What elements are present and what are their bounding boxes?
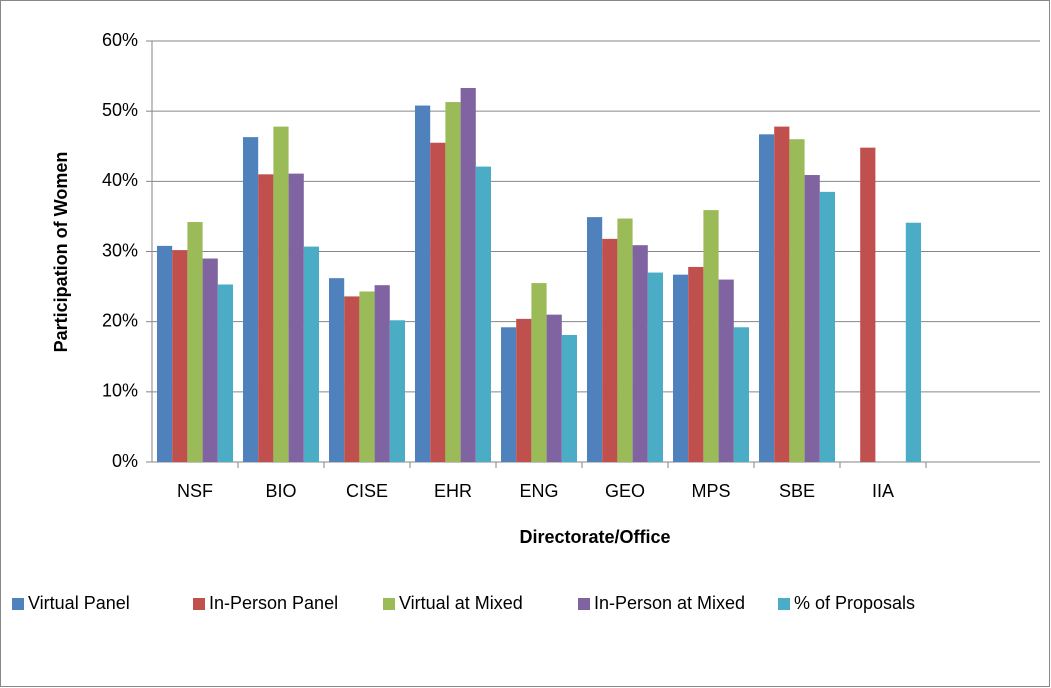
legend-swatch — [12, 598, 24, 610]
bar — [202, 258, 218, 462]
bar — [172, 250, 188, 462]
bar — [157, 245, 173, 462]
y-tick-label: 40% — [102, 170, 138, 190]
bar — [819, 191, 835, 462]
bar — [374, 285, 390, 462]
bar — [187, 222, 203, 462]
x-tick-label: GEO — [605, 481, 645, 501]
y-axis-title: Participation of Women — [51, 152, 71, 353]
x-tick-label: SBE — [779, 481, 815, 501]
bar — [860, 147, 876, 463]
bar — [258, 174, 274, 463]
bar — [329, 278, 345, 462]
y-tick-label: 0% — [112, 451, 138, 471]
bar — [389, 320, 405, 462]
x-tick-label: IIA — [872, 481, 894, 501]
bar — [647, 272, 663, 462]
bar — [344, 296, 360, 462]
bar — [718, 279, 734, 462]
bar — [273, 126, 289, 462]
x-tick-label: EHR — [434, 481, 472, 501]
bar — [460, 88, 476, 463]
bar — [445, 102, 461, 463]
bar — [430, 142, 446, 462]
x-tick-label: BIO — [265, 481, 296, 501]
legend-label: In-Person Panel — [209, 593, 338, 613]
bar — [359, 291, 375, 462]
y-tick-label: 20% — [102, 310, 138, 330]
bar — [546, 314, 562, 462]
bar — [602, 238, 618, 462]
bar — [617, 218, 633, 462]
bar — [217, 284, 233, 462]
bar — [531, 283, 547, 462]
legend-swatch — [578, 598, 590, 610]
bar — [774, 126, 790, 462]
legend: Virtual Panel In-Person Panel Virtual at M… — [12, 593, 915, 613]
bar — [632, 245, 648, 462]
legend-swatch — [193, 598, 205, 610]
legend-label: % of Proposals — [794, 593, 915, 613]
bar — [789, 139, 805, 462]
y-tick-label: 50% — [102, 100, 138, 120]
bar — [243, 137, 259, 462]
bar — [804, 175, 820, 463]
bar — [587, 217, 603, 462]
bar — [673, 274, 689, 462]
x-tick-label: CISE — [346, 481, 388, 501]
y-tick-label: 30% — [102, 240, 138, 260]
x-tick-label: NSF — [177, 481, 213, 501]
legend-label: In-Person at Mixed — [594, 593, 745, 613]
bar — [475, 166, 491, 462]
bar — [303, 246, 319, 462]
y-tick-label: 10% — [102, 381, 138, 401]
x-tick-label: MPS — [691, 481, 730, 501]
x-tick-label: ENG — [519, 481, 558, 501]
legend-swatch — [383, 598, 395, 610]
bar — [703, 210, 719, 462]
bar — [905, 222, 921, 462]
bar — [561, 334, 577, 462]
y-tick-label: 60% — [102, 30, 138, 50]
bar — [415, 105, 431, 462]
x-axis-title: Directorate/Office — [519, 527, 670, 547]
legend-swatch — [778, 598, 790, 610]
bar — [733, 327, 749, 462]
bar — [688, 266, 704, 462]
legend-label: Virtual at Mixed — [399, 593, 523, 613]
bar — [759, 134, 775, 463]
bar — [288, 173, 304, 463]
bar — [501, 327, 517, 462]
bar — [516, 318, 532, 462]
legend-label: Virtual Panel — [28, 593, 130, 613]
